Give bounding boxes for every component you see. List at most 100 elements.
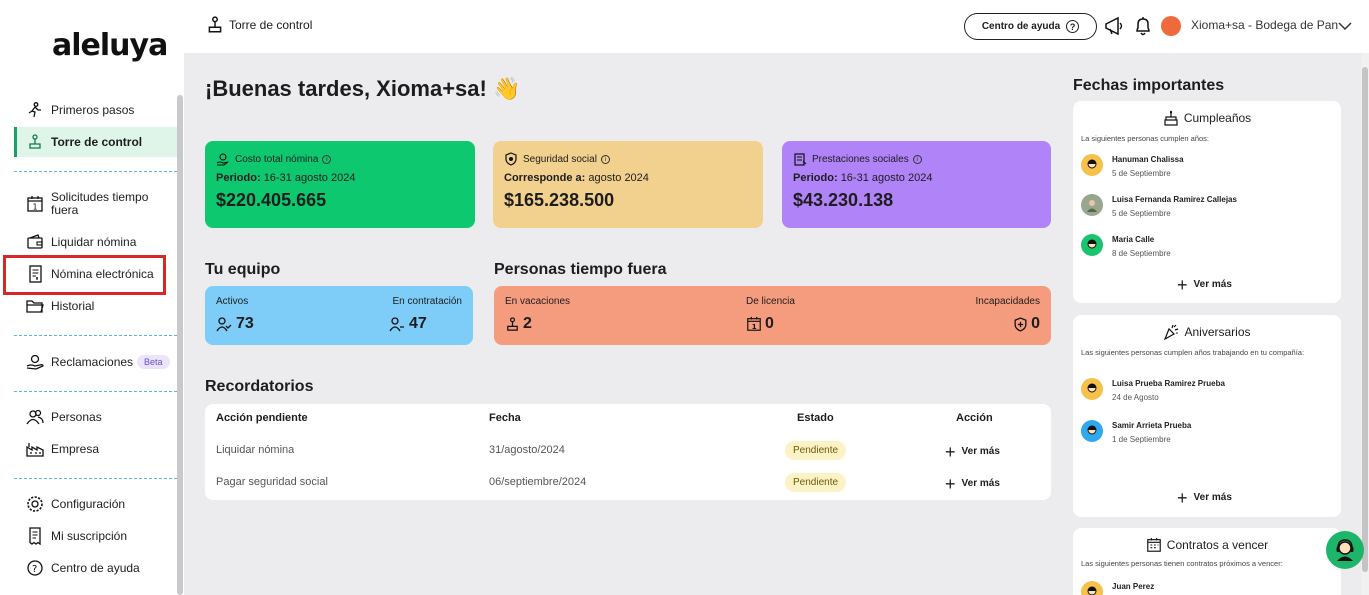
sidebar-item-historial[interactable]: Historial (14, 291, 177, 321)
sidebar-item-solicitudes-tiempo-fuera[interactable]: 1 Solicitudes tiempo fuera (14, 187, 177, 221)
calendar-icon (1146, 537, 1162, 553)
time-off-section-title: Personas tiempo fuera (494, 261, 667, 278)
support-chat-button[interactable] (1326, 531, 1364, 569)
list-item[interactable]: Hanuman Chalissa 5 de Septiembre (1081, 153, 1184, 178)
announcement-icon[interactable] (1103, 15, 1125, 37)
ver-mas-label: Ver más (1193, 279, 1232, 290)
sidebar-item-label: Liquidar nómina (51, 235, 137, 249)
kpi-card-social-security[interactable]: Seguridad social i Corresponde a: agosto … (493, 141, 763, 228)
user-name[interactable]: Xioma+sa - Bodega de Pan (1191, 18, 1339, 32)
sidebar-item-mi-suscripcion[interactable]: Mi suscripción (14, 521, 177, 551)
info-icon[interactable]: i (600, 154, 610, 164)
list-item[interactable]: Samir Arrieta Prueba 1 de Septiembre (1081, 419, 1191, 444)
team-section-title: Tu equipo (205, 261, 281, 278)
birthdays-title: Cumpleaños (1183, 111, 1252, 125)
ver-mas-link[interactable]: + Ver más (945, 443, 1000, 461)
birthdays-subtitle: La siguientes personas cumplen años: (1081, 134, 1209, 143)
shield-icon (504, 152, 518, 166)
list-item[interactable]: Luisa Prueba Ramirez Prueba 24 de Agosto (1081, 377, 1225, 402)
kpi-card-social-benefits[interactable]: Prestaciones sociales i Periodo: 16-31 ag… (782, 141, 1051, 228)
bell-icon[interactable] (1132, 15, 1154, 37)
person-date: 24 de Agosto (1112, 393, 1159, 402)
sidebar-item-label: Mi suscripción (51, 529, 128, 543)
factory-icon (24, 438, 46, 460)
kpi-amount: $165.238.500 (504, 190, 615, 210)
avatar (1081, 194, 1103, 216)
aleluya-logo[interactable]: aleluya (52, 28, 168, 63)
active-count: 73 (236, 315, 254, 332)
avatar (1081, 420, 1103, 442)
sidebar-item-reclamaciones[interactable]: Reclamaciones Beta (14, 347, 177, 377)
kpi-period-label: Periodo: (216, 172, 261, 184)
people-icon (216, 317, 232, 332)
table-header: Estado (797, 412, 834, 424)
sidebar-scrollbar[interactable] (177, 95, 183, 595)
reminder-date: 06/septiembre/2024 (489, 476, 587, 488)
reminders-table: Acción pendiente Fecha Estado Acción Liq… (205, 404, 1051, 500)
ver-mas-label: Ver más (961, 478, 1000, 489)
birthdays-card: Cumpleaños La siguientes personas cumple… (1073, 101, 1341, 303)
sidebar-divider (14, 171, 177, 172)
plus-icon: + (1177, 274, 1188, 295)
person-name: Maria Calle (1112, 235, 1155, 244)
sidebar-item-label: Historial (51, 299, 95, 313)
kpi-card-payroll-cost[interactable]: Costo total nómina i Periodo: 16-31 agost… (205, 141, 475, 228)
person-name: Luisa Fernanda Ramirez Callejas (1112, 195, 1237, 204)
kpi-period-label: Periodo: (793, 172, 838, 184)
sidebar-item-nomina-electronica[interactable]: Nómina electrónica (14, 259, 177, 289)
anniversaries-ver-mas-link[interactable]: + Ver más (1177, 489, 1232, 507)
list-item[interactable]: Juan Perez (1081, 580, 1154, 595)
sidebar-item-primeros-pasos[interactable]: Primeros pasos (14, 95, 177, 125)
contracts-subtitle: Las siguientes personas tienen contratos… (1081, 559, 1283, 568)
help-icon: ? (24, 557, 46, 579)
control-tower-icon (507, 316, 518, 331)
sidebar-item-label: Configuración (51, 497, 126, 511)
sidebar-item-configuracion[interactable]: Configuración (14, 489, 177, 519)
list-item[interactable]: Maria Calle 8 de Septiembre (1081, 233, 1171, 258)
table-header: Acción pendiente (216, 412, 308, 424)
status-badge: Pendiente (785, 441, 847, 460)
help-center-button-label: Centro de ayuda (981, 21, 1061, 32)
info-icon[interactable]: i (912, 154, 922, 164)
sidebar-item-label: Empresa (51, 442, 100, 456)
ver-mas-label: Ver más (1193, 492, 1232, 503)
chevron-down-icon[interactable] (1338, 18, 1352, 36)
sidebar-item-liquidar-nomina[interactable]: Liquidar nómina (14, 227, 177, 257)
anniversaries-subtitle: Las siguientes personas cumplen años tra… (1081, 348, 1305, 357)
sidebar-item-centro-de-ayuda[interactable]: ? Centro de ayuda (14, 553, 177, 583)
document-icon (24, 263, 46, 285)
sidebar-item-label: Torre de control (51, 135, 143, 149)
sidebar-item-empresa[interactable]: Empresa (14, 434, 177, 464)
sidebar-item-torre-de-control[interactable]: Torre de control (14, 127, 177, 157)
clipboard-icon (793, 152, 807, 166)
page-scrollbar[interactable] (1361, 53, 1369, 595)
receipt-icon (24, 525, 46, 547)
sidebar-item-label: Primeros pasos (51, 103, 135, 117)
question-icon: ? (1066, 20, 1080, 33)
avatar[interactable] (1161, 16, 1181, 36)
reminder-action: Liquidar nómina (216, 444, 295, 456)
kpi-title: Prestaciones sociales (812, 153, 909, 165)
disability-count: 0 (1031, 315, 1040, 332)
topbar: Torre de control Centro de ayuda ? Xioma… (184, 0, 1369, 53)
help-center-button[interactable]: Centro de ayuda ? (964, 13, 1097, 40)
info-icon[interactable]: i (322, 154, 332, 164)
sidebar-item-personas[interactable]: Personas (14, 402, 177, 432)
reminder-action: Pagar seguridad social (216, 476, 328, 488)
wallet-icon (24, 231, 46, 253)
avatar (1081, 581, 1103, 595)
svg-text:1: 1 (33, 203, 38, 212)
person-date: 5 de Septiembre (1112, 209, 1171, 218)
hand-coin-icon (24, 351, 46, 373)
people-icon (24, 406, 46, 428)
scrollbar-thumb[interactable] (1362, 67, 1368, 572)
status-badge: Pendiente (785, 473, 847, 492)
ver-mas-link[interactable]: + Ver más (945, 475, 1000, 493)
anniversaries-title: Aniversarios (1184, 325, 1251, 339)
team-card[interactable]: Activos 73 En contratación 47 (205, 286, 473, 345)
folder-icon (24, 295, 46, 317)
birthdays-ver-mas-link[interactable]: + Ver más (1177, 274, 1232, 295)
list-item[interactable]: Luisa Fernanda Ramirez Callejas 5 de Sept… (1081, 193, 1237, 218)
reminder-date: 31/agosto/2024 (489, 444, 565, 456)
